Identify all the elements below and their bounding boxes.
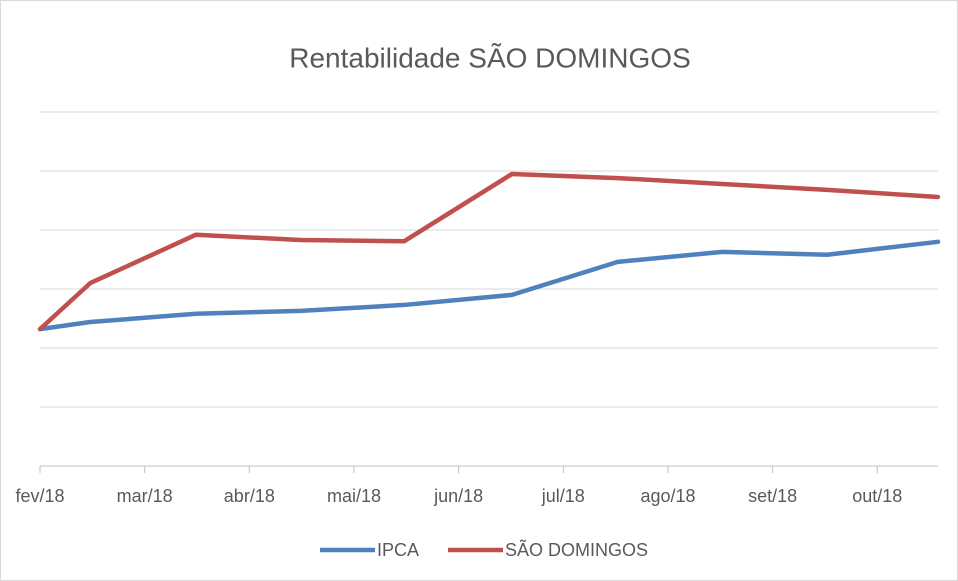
x-tick-label: jul/18 bbox=[541, 486, 585, 506]
series-line bbox=[37, 171, 941, 332]
legend-label: IPCA bbox=[377, 540, 419, 560]
x-tick-label: set/18 bbox=[748, 486, 797, 506]
legend-label: SÃO DOMINGOS bbox=[505, 539, 648, 560]
series-line bbox=[37, 239, 941, 332]
chart-title: Rentabilidade SÃO DOMINGOS bbox=[289, 42, 691, 73]
x-tick-label: fev/18 bbox=[15, 486, 64, 506]
x-tick-label: mar/18 bbox=[117, 486, 173, 506]
x-tick-label: out/18 bbox=[852, 486, 902, 506]
x-tick-label: abr/18 bbox=[224, 486, 275, 506]
x-tick-label: jun/18 bbox=[433, 486, 483, 506]
x-tick-label: ago/18 bbox=[640, 486, 695, 506]
x-tick-label: mai/18 bbox=[327, 486, 381, 506]
